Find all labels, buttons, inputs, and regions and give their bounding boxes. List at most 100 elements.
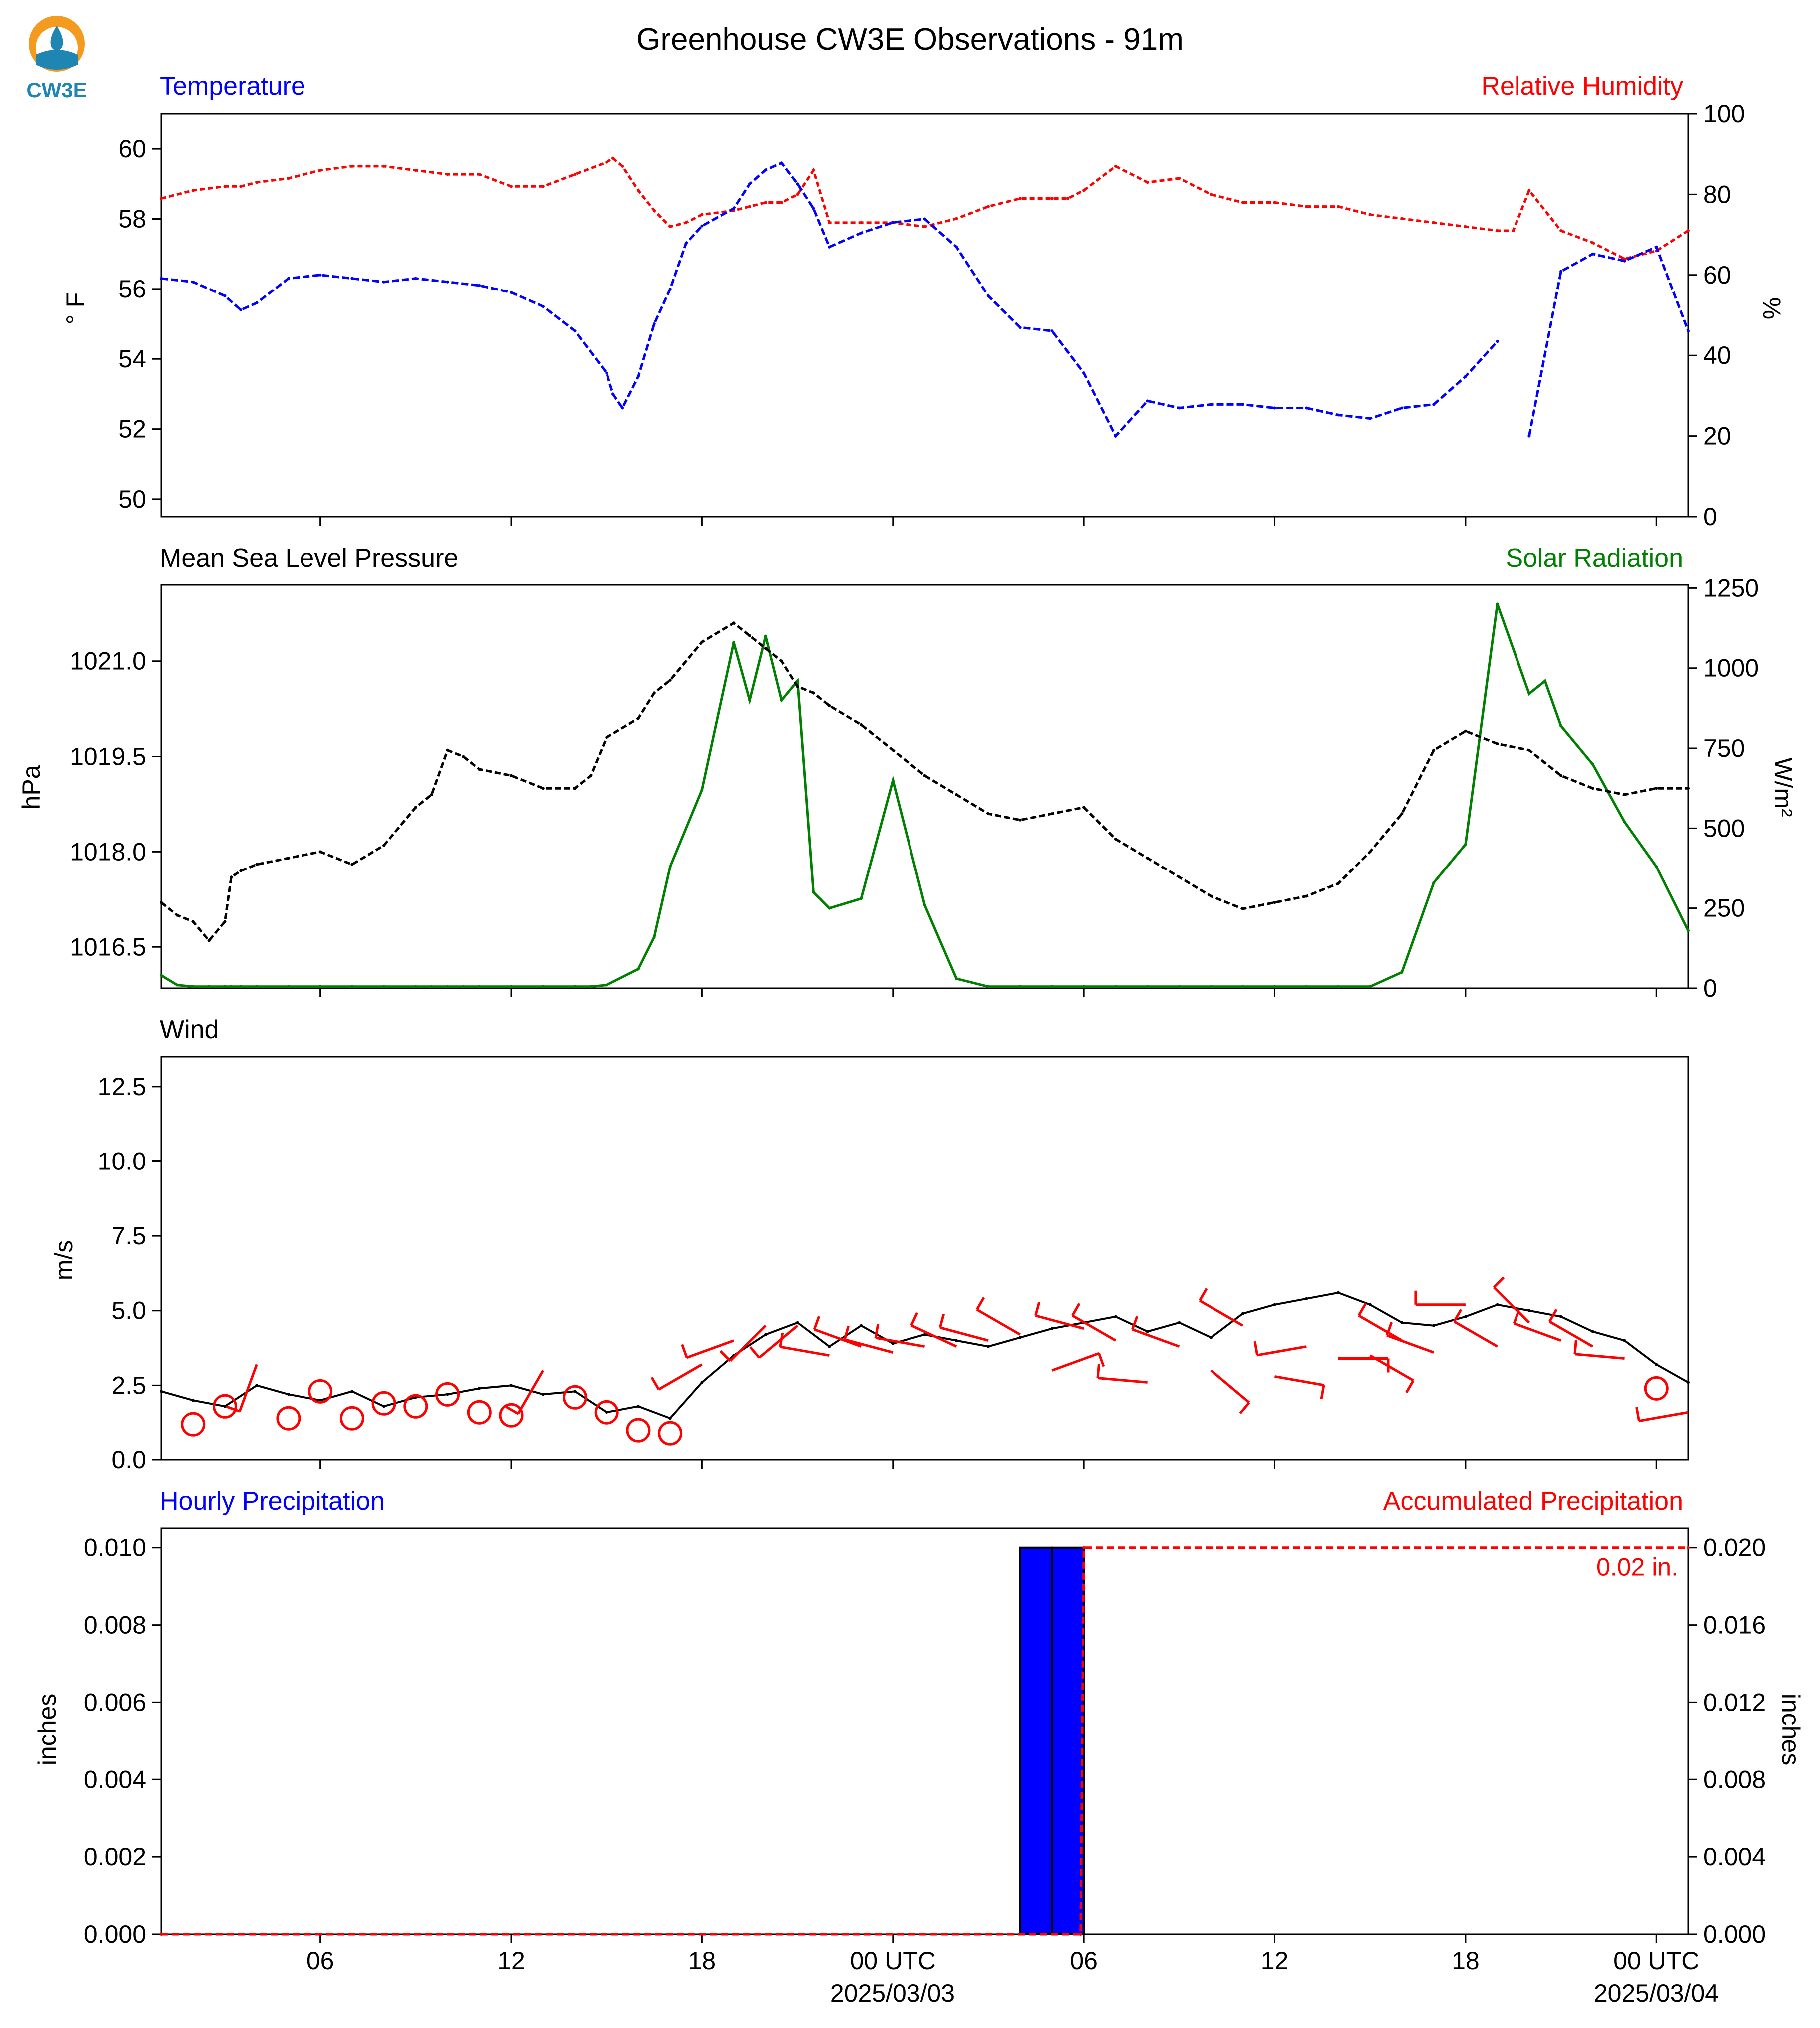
humidity-line-point (1241, 201, 1244, 204)
humidity-line-point (1527, 189, 1531, 192)
humidity-line-point (1400, 217, 1404, 220)
y-tick-label: 54 (118, 345, 146, 373)
solar-line-point (605, 983, 608, 987)
solar-line-point (1591, 763, 1594, 766)
humidity-line-point (1210, 193, 1213, 196)
humidity-line-point (780, 201, 783, 204)
cw3e-logo: CW3E (26, 16, 87, 102)
y-right-tick-label: 0.004 (1703, 1843, 1766, 1871)
y-tick-label: 1019.5 (70, 743, 146, 771)
y-tick-label: 0.008 (84, 1611, 146, 1639)
solar-line-point (1432, 881, 1436, 884)
pressure-line-point (732, 621, 736, 625)
solar-line-point (446, 985, 449, 988)
wind-calm-marker (339, 1406, 364, 1431)
humidity-line-point (796, 193, 799, 196)
pressure-line-point (700, 640, 704, 644)
wind-barb (517, 1370, 544, 1415)
humidity-line-point (573, 173, 577, 176)
solar-axis-label: W/m² (1769, 757, 1797, 817)
y-right-tick-label: 0.012 (1703, 1688, 1766, 1716)
humidity-line-point (318, 169, 322, 172)
y-right-tick-label: 0.020 (1703, 1534, 1766, 1562)
pressure-line-point (175, 913, 179, 917)
temperature-line-point (1273, 406, 1276, 410)
wind-speed-line-point (573, 1390, 577, 1393)
pressure-line-point (589, 774, 593, 777)
plot-frame (160, 1056, 1689, 1461)
temperature-line-point (1178, 406, 1181, 410)
temperature-line-point (1210, 403, 1213, 406)
pressure-line-point (191, 920, 195, 923)
y-tick-label: 0.0 (111, 1446, 146, 1474)
time-tick-label: 12 (497, 1947, 525, 1975)
wind-barb (1369, 1354, 1414, 1382)
humidity-line-point (621, 164, 624, 168)
wind-speed-line-point (223, 1405, 227, 1408)
y-right-tick-label: 100 (1703, 100, 1745, 128)
wind-barb (1548, 1320, 1594, 1348)
solar-line-point (1496, 602, 1499, 606)
solar-line-point (1273, 985, 1276, 988)
solar-line-point (1655, 865, 1658, 869)
pressure-line-point (1464, 729, 1467, 733)
solar-line-point (652, 935, 656, 939)
pressure-line-point (1527, 748, 1531, 752)
y-tick-label: 7.5 (111, 1222, 146, 1250)
pressure-line-point (812, 691, 815, 695)
y-tick-label: 1016.5 (70, 933, 146, 961)
humidity-line-point (160, 197, 163, 200)
humidity-line-point (255, 181, 259, 184)
temperature-line-point (828, 245, 831, 249)
wind-barb (686, 1339, 734, 1359)
y-right-tick-label: 500 (1703, 814, 1745, 842)
temperature-axis-label: ° F (61, 292, 89, 324)
wind-speed-line-point (891, 1342, 895, 1345)
y-tick-label: 1021.0 (70, 647, 146, 675)
pressure-line-point (1114, 838, 1117, 841)
humidity-line-point (748, 205, 751, 208)
solar-line-point (1464, 843, 1467, 846)
y-right-tick-label: 250 (1703, 894, 1745, 922)
temperature-line-point (478, 284, 481, 287)
humidity-line-point (1273, 201, 1276, 204)
wind-calm-marker (658, 1421, 683, 1446)
wind-speed-line-point (382, 1405, 386, 1408)
precip-axis-label: inches (33, 1694, 61, 1766)
temperature-line-point (541, 305, 545, 308)
solar-line-point (191, 985, 195, 988)
wind-barb (1051, 1352, 1100, 1372)
pressure-line-point (636, 717, 640, 720)
pressure-line-point (1655, 787, 1658, 790)
pressure-line-point (1050, 812, 1054, 816)
pressure-line-point (955, 793, 958, 796)
wind-barb-flag (1199, 1288, 1208, 1301)
wind-speed-line-point (1559, 1315, 1563, 1318)
wind-barb-flag (1071, 1303, 1081, 1316)
wind-barb (976, 1308, 1021, 1336)
wind-barb-flag (813, 1316, 820, 1330)
humidity-title: Relative Humidity (1481, 72, 1683, 101)
wind-barb-flag (779, 1333, 784, 1347)
wind-speed-line-point (987, 1345, 990, 1348)
humidity-line-point (1591, 241, 1594, 245)
humidity-line-point (541, 185, 545, 188)
pressure-line-point (160, 901, 163, 904)
pressure-line-point (1432, 748, 1436, 752)
temperature-line-point (1050, 329, 1054, 333)
wind-speed-line-point (955, 1339, 958, 1342)
wind-speed-line-point (1178, 1321, 1181, 1324)
logo-water-icon (36, 50, 78, 70)
solar-line-point (780, 698, 783, 702)
humidity-line-point (1050, 197, 1054, 200)
y-tick-label: 0.010 (84, 1534, 146, 1562)
temperature-line-point (287, 277, 290, 280)
temperature-line-point (891, 221, 895, 224)
wind-speed-line-point (255, 1384, 259, 1387)
y-tick-label: 52 (118, 415, 146, 443)
pressure-line-point (1337, 882, 1340, 885)
solar-line-point (382, 985, 386, 988)
plot-frame (160, 113, 1689, 518)
solar-line-point (1368, 985, 1372, 988)
